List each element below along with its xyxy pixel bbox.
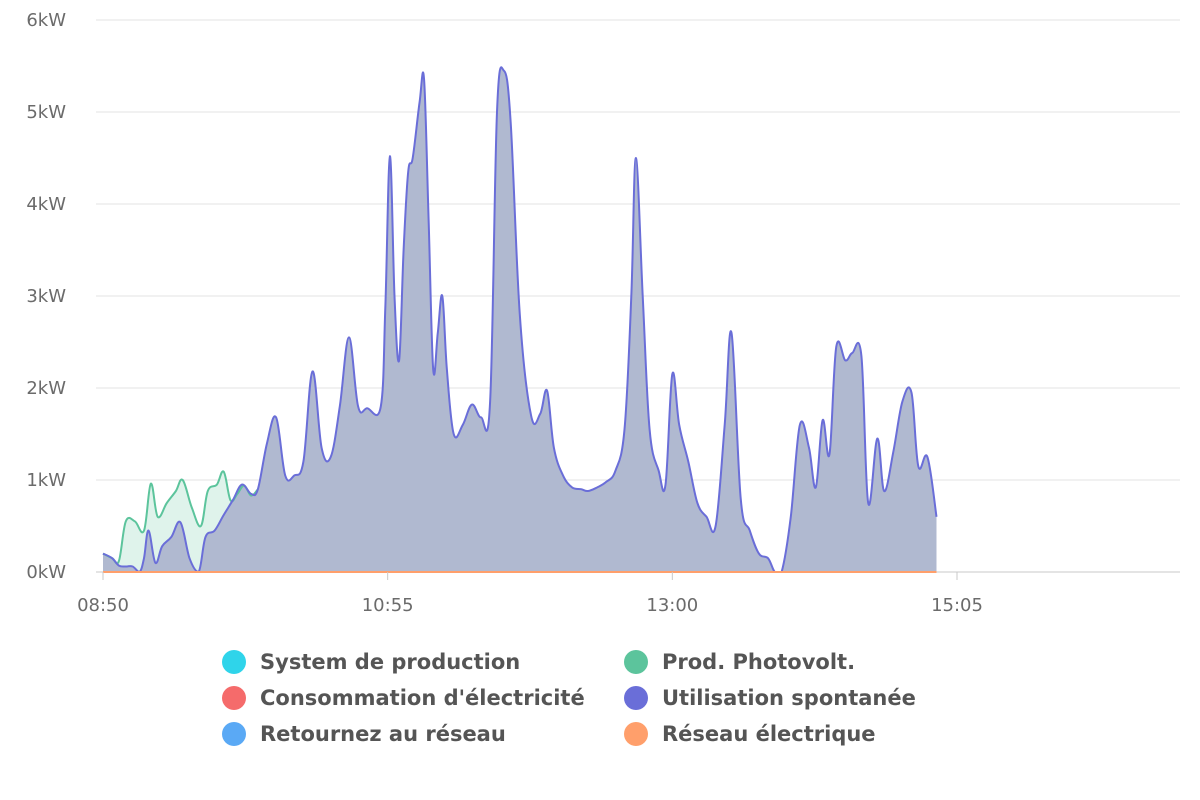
legend-dot	[222, 722, 246, 746]
legend-item-prod-photovolt[interactable]: Prod. Photovolt.	[624, 648, 944, 676]
legend-label: Utilisation spontanée	[662, 686, 916, 710]
chart: 0kW 1kW 2kW 3kW 4kW 5kW 6kW 08:50 10:55 13:00 15:…	[26, 10, 1180, 616]
y-tick-label: 4kW	[26, 194, 66, 215]
x-tick-label: 13:00	[646, 595, 698, 616]
legend-label: Consommation d'électricité	[260, 686, 585, 710]
y-tick-label: 3kW	[26, 286, 66, 307]
y-axis-ticks: 0kW 1kW 2kW 3kW 4kW 5kW 6kW	[26, 10, 66, 583]
legend-dot	[222, 686, 246, 710]
y-tick-label: 1kW	[26, 470, 66, 491]
legend-dot	[624, 686, 648, 710]
legend-label: System de production	[260, 650, 521, 674]
legend-label: Prod. Photovolt.	[662, 650, 856, 674]
legend-item-consommation[interactable]: Consommation d'électricité	[222, 684, 624, 712]
x-tick-label: 08:50	[77, 595, 129, 616]
legend-dot	[222, 650, 246, 674]
legend-dot	[624, 650, 648, 674]
legend-item-system-de-production[interactable]: System de production	[222, 648, 624, 676]
line-utilisation-spontan-e	[102, 66, 938, 573]
x-tick-label: 15:05	[931, 595, 983, 616]
legend-item-reseau-electrique[interactable]: Réseau électrique	[624, 720, 944, 748]
legend-item-utilisation-spontanee[interactable]: Utilisation spontanée	[624, 684, 944, 712]
series-lines	[102, 66, 938, 574]
legend-label: Retournez au réseau	[260, 722, 506, 746]
legend-dot	[624, 722, 648, 746]
x-axis-ticks: 08:50 10:55 13:00 15:05	[77, 572, 983, 616]
legend-item-retournez-au-reseau[interactable]: Retournez au réseau	[222, 720, 624, 748]
legend-label: Réseau électrique	[662, 722, 876, 746]
x-tick-label: 10:55	[362, 595, 414, 616]
y-tick-label: 5kW	[26, 102, 66, 123]
y-tick-label: 6kW	[26, 10, 66, 31]
y-tick-label: 2kW	[26, 378, 66, 399]
legend: System de production Prod. Photovolt. Co…	[222, 648, 944, 748]
y-tick-label: 0kW	[26, 562, 66, 583]
